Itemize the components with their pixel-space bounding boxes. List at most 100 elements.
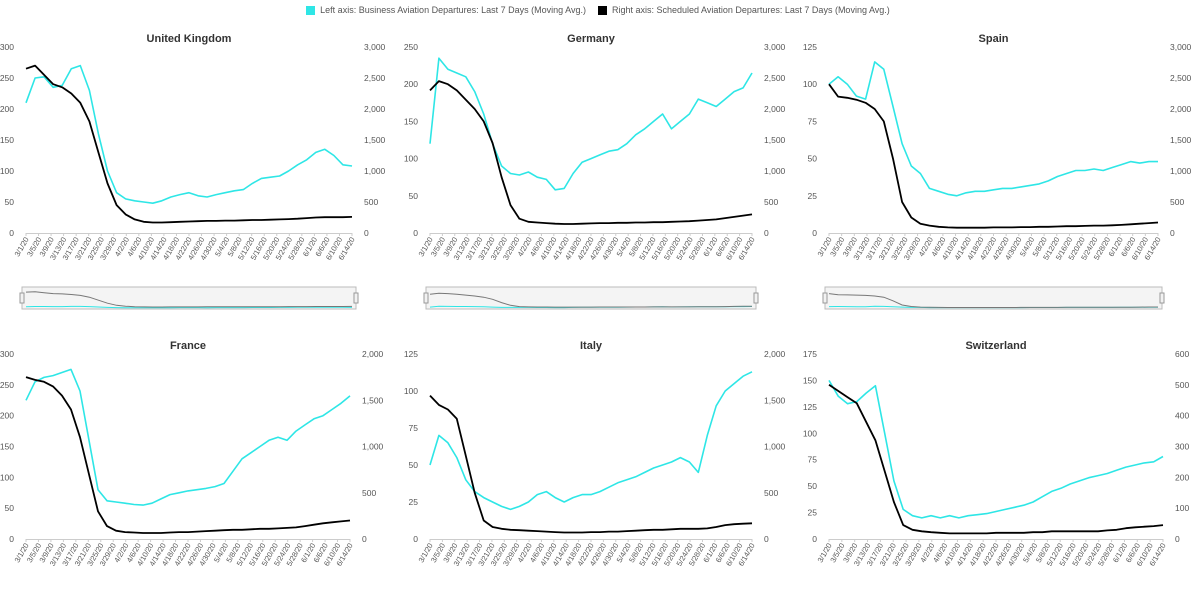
chart-title: United Kingdom bbox=[147, 33, 232, 45]
left-axis-tick-label: 250 bbox=[404, 42, 418, 52]
legend-swatch-scheduled bbox=[597, 5, 607, 15]
left-axis-tick-label: 50 bbox=[808, 481, 818, 491]
right-axis-tick-label: 1,000 bbox=[764, 166, 786, 176]
business-aviation-line bbox=[828, 379, 1164, 519]
right-axis-tick-label: 1,000 bbox=[362, 442, 384, 452]
right-axis-tick-label: 1,500 bbox=[764, 135, 786, 145]
right-axis-tick-label: 1,000 bbox=[764, 442, 786, 452]
legend-item-business[interactable]: Left axis: Business Aviation Departures:… bbox=[306, 5, 586, 15]
scheduled-aviation-line bbox=[429, 394, 753, 534]
left-axis-tick-label: 300 bbox=[0, 349, 14, 359]
legend-swatch-business bbox=[306, 5, 316, 15]
left-axis-tick-label: 100 bbox=[0, 472, 14, 482]
chart-panel-italy: Italy 0 25 50 75 100 125 0 500 1,000 1,500 2,000 3/1… bbox=[400, 332, 798, 588]
right-axis-tick-label: 0 bbox=[362, 534, 367, 544]
left-axis-tick-label: 25 bbox=[808, 508, 818, 518]
left-axis-tick-label: 0 bbox=[812, 534, 817, 544]
left-axis-tick-label: 25 bbox=[808, 191, 818, 201]
left-axis-tick-label: 50 bbox=[409, 460, 419, 470]
range-navigator[interactable] bbox=[423, 286, 759, 310]
chart-title: Switzerland bbox=[965, 340, 1026, 352]
navigator-left-handle[interactable] bbox=[822, 292, 828, 304]
left-axis-tick-label: 50 bbox=[5, 197, 15, 207]
chart-panel-germany: Germany 0 50 100 150 200 250 0 500 1,000 1,500 2,00… bbox=[400, 25, 798, 320]
navigator-series-line bbox=[429, 292, 753, 308]
business-aviation-line bbox=[828, 61, 1158, 197]
navigator-left-handle[interactable] bbox=[19, 292, 25, 304]
chart-panel-switzerland: Switzerland 0 25 50 75 100 125 150 175 0 100 200 300… bbox=[798, 332, 1196, 588]
left-axis-tick-label: 125 bbox=[803, 402, 817, 412]
left-axis-tick-label: 250 bbox=[0, 380, 14, 390]
left-axis-tick-label: 50 bbox=[409, 191, 419, 201]
right-axis-tick-label: 500 bbox=[1175, 380, 1189, 390]
left-axis-tick-label: 125 bbox=[404, 349, 418, 359]
navigator-left-handle[interactable] bbox=[423, 292, 429, 304]
right-axis-tick-label: 400 bbox=[1175, 411, 1189, 421]
legend-label-scheduled: Right axis: Scheduled Aviation Departure… bbox=[611, 5, 890, 15]
navigator-series-line bbox=[828, 293, 1158, 308]
left-axis-tick-label: 125 bbox=[803, 42, 817, 52]
left-axis-tick-label: 100 bbox=[803, 79, 817, 89]
right-axis-tick-label: 0 bbox=[764, 228, 769, 238]
left-axis-tick-label: 0 bbox=[413, 534, 418, 544]
left-axis-tick-label: 75 bbox=[808, 455, 818, 465]
legend-label-business: Left axis: Business Aviation Departures:… bbox=[320, 5, 586, 15]
scheduled-aviation-line bbox=[828, 83, 1159, 229]
navigator-frame bbox=[21, 286, 357, 310]
right-axis-tick-label: 100 bbox=[1175, 503, 1189, 513]
right-axis-tick-label: 0 bbox=[364, 228, 369, 238]
range-navigator[interactable] bbox=[822, 286, 1165, 310]
left-axis-tick-label: 100 bbox=[404, 386, 418, 396]
navigator-frame bbox=[425, 286, 757, 310]
left-axis-tick-label: 100 bbox=[0, 166, 14, 176]
navigator-frame bbox=[824, 286, 1163, 310]
left-axis-tick-label: 150 bbox=[803, 375, 817, 385]
chart-title: France bbox=[170, 340, 206, 352]
left-axis-tick-label: 100 bbox=[404, 154, 418, 164]
right-axis-tick-label: 3,000 bbox=[764, 42, 786, 52]
navigator-right-handle[interactable] bbox=[353, 292, 359, 304]
right-axis-tick-label: 1,500 bbox=[364, 135, 386, 145]
right-axis-tick-label: 2,000 bbox=[764, 104, 786, 114]
right-axis-tick-label: 0 bbox=[764, 534, 769, 544]
chart-svg: Italy025507510012505001,0001,5002,0003/1… bbox=[404, 340, 786, 568]
left-axis-tick-label: 200 bbox=[404, 79, 418, 89]
legend-item-scheduled[interactable]: Right axis: Scheduled Aviation Departure… bbox=[597, 5, 890, 15]
right-axis-tick-label: 500 bbox=[764, 197, 778, 207]
left-axis-tick-label: 75 bbox=[808, 116, 818, 126]
right-axis-tick-label: 2,500 bbox=[364, 73, 386, 83]
right-axis-tick-label: 1,500 bbox=[764, 395, 786, 405]
scheduled-aviation-line bbox=[429, 80, 753, 225]
range-navigator[interactable] bbox=[19, 286, 359, 310]
left-axis-tick-label: 150 bbox=[0, 135, 14, 145]
right-axis-tick-label: 1,000 bbox=[364, 166, 386, 176]
left-axis-tick-label: 50 bbox=[808, 154, 818, 164]
left-axis-tick-label: 75 bbox=[409, 423, 419, 433]
business-aviation-line bbox=[429, 57, 753, 191]
right-axis-tick-label: 0 bbox=[1175, 534, 1180, 544]
right-axis-tick-label: 2,000 bbox=[1170, 104, 1192, 114]
left-axis-tick-label: 200 bbox=[0, 411, 14, 421]
right-axis-tick-label: 0 bbox=[1170, 228, 1175, 238]
right-axis-tick-label: 500 bbox=[1170, 197, 1184, 207]
chart-svg: United Kingdom 0 50 100 150 200 250 300 0 500 1,00… bbox=[0, 33, 386, 310]
right-axis-tick-label: 300 bbox=[1175, 442, 1189, 452]
right-axis-tick-label: 500 bbox=[362, 488, 376, 498]
right-axis-tick-label: 1,500 bbox=[1170, 135, 1192, 145]
left-axis-tick-label: 25 bbox=[409, 497, 419, 507]
navigator-right-handle[interactable] bbox=[1159, 292, 1165, 304]
right-axis-tick-label: 1,500 bbox=[362, 395, 384, 405]
right-axis-tick-label: 3,000 bbox=[364, 42, 386, 52]
right-axis-tick-label: 500 bbox=[364, 197, 378, 207]
left-axis-tick-label: 250 bbox=[0, 73, 14, 83]
left-axis-tick-label: 0 bbox=[9, 228, 14, 238]
navigator-series-line bbox=[25, 291, 353, 308]
chart-svg: Germany 0 50 100 150 200 250 0 500 1,000 1,500 2,00… bbox=[404, 33, 786, 310]
navigator-right-handle[interactable] bbox=[753, 292, 759, 304]
left-axis-tick-label: 0 bbox=[812, 228, 817, 238]
left-axis-tick-label: 175 bbox=[803, 349, 817, 359]
left-axis-tick-label: 0 bbox=[413, 228, 418, 238]
right-axis-tick-label: 1,000 bbox=[1170, 166, 1192, 176]
chart-panel-spain: Spain 0 25 50 75 100 125 0 500 1,000 1,500 2,000 2,5… bbox=[798, 25, 1196, 320]
business-aviation-line bbox=[25, 368, 351, 506]
